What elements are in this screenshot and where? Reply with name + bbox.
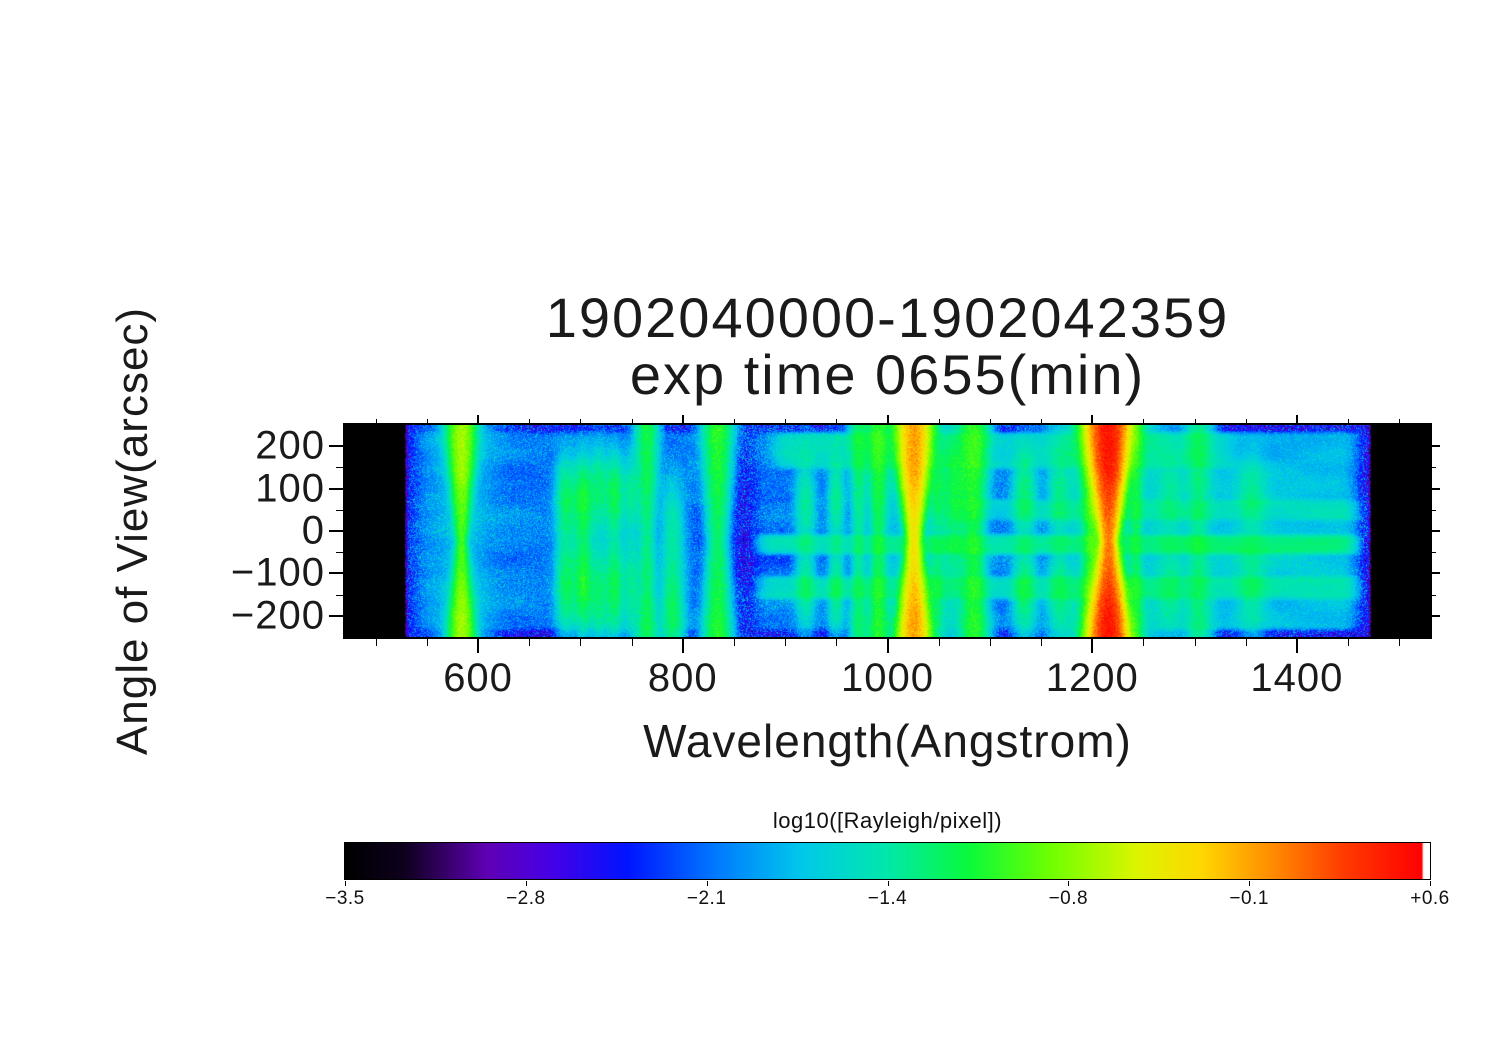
tick-mark [1068,881,1069,886]
tick-mark [336,467,343,468]
tick-mark [1143,639,1144,646]
tick-mark [580,639,581,646]
tick-mark [1432,615,1440,617]
y-tick-label: −100 [230,550,325,595]
y-tick-label: 100 [255,466,325,511]
tick-mark [734,639,735,646]
tick-mark [707,881,708,886]
x-tick-label: 1400 [1250,656,1344,700]
tick-mark [1143,419,1144,423]
tick-mark [785,419,786,423]
tick-mark [1091,639,1093,653]
plot-frame [343,423,1432,639]
x-tick-label: 1000 [841,656,934,700]
tick-mark [1246,639,1247,646]
tick-mark [526,881,527,886]
tick-mark [1432,510,1436,511]
tick-mark [785,639,786,646]
tick-mark [329,572,343,574]
colorbar-gradient-canvas [345,843,1430,879]
tick-mark [1348,419,1349,423]
colorbar-tick-label: −1.4 [867,888,908,909]
tick-mark [1432,572,1440,574]
tick-mark [1041,419,1042,423]
tick-mark [990,639,991,646]
tick-mark [734,419,735,423]
tick-mark [1296,639,1298,653]
tick-mark [682,639,684,653]
tick-mark [376,419,377,423]
tick-mark [939,419,940,423]
tick-mark [477,415,479,423]
tick-mark [329,615,343,617]
tick-mark [1399,639,1400,646]
tick-mark [1296,415,1298,423]
tick-mark [477,639,479,653]
colorbar-tick-label: −3.5 [325,888,365,909]
tick-mark [682,415,684,423]
colorbar-tick-label: −0.1 [1229,888,1269,909]
y-tick-label: 200 [255,423,325,468]
tick-mark [376,639,377,646]
tick-mark [329,445,343,447]
tick-mark [1430,881,1431,886]
colorbar-tick-label: −0.8 [1048,888,1089,909]
y-tick-label: −200 [230,593,325,638]
tick-mark [336,510,343,511]
y-axis-label: Angle of View(arcsec) [108,306,157,756]
tick-mark [1249,881,1250,886]
tick-mark [1041,639,1042,646]
x-axis-label: Wavelength(Angstrom) [643,715,1132,767]
tick-mark [1091,415,1093,423]
tick-mark [887,639,889,653]
tick-mark [1195,419,1196,423]
tick-mark [1432,488,1440,490]
tick-mark [888,881,889,886]
tick-mark [329,530,343,532]
tick-mark [1195,639,1196,646]
plot-title-line2: exp time 0655(min) [629,343,1146,406]
tick-mark [939,639,940,646]
tick-mark [427,639,428,646]
x-tick-label: 800 [647,656,718,700]
tick-mark [632,419,633,423]
tick-mark [1246,419,1247,423]
tick-mark [1432,530,1440,532]
x-tick-label: 600 [443,656,513,700]
tick-mark [329,488,343,490]
tick-mark [1432,552,1436,553]
tick-mark [1348,639,1349,646]
tick-mark [1432,445,1440,447]
tick-mark [580,419,581,423]
tick-mark [836,419,837,423]
tick-mark [1399,419,1400,423]
y-tick-label: 0 [301,508,325,553]
x-tick-label: 1200 [1045,656,1139,700]
spectrogram-heatmap-canvas [345,425,1430,637]
plot-title-line1: 1902040000-1902042359 [545,286,1230,349]
tick-mark [336,552,343,553]
tick-mark [632,639,633,646]
tick-mark [529,419,530,423]
colorbar-tick-label: −2.1 [686,888,727,909]
tick-mark [427,419,428,423]
tick-mark [836,639,837,646]
tick-mark [336,595,343,596]
colorbar-tick-label: +0.6 [1410,888,1450,909]
tick-mark [1432,467,1436,468]
tick-mark [887,415,889,423]
tick-mark [1432,595,1436,596]
colorbar-label: log10([Rayleigh/pixel]) [772,808,1003,833]
tick-mark [529,639,530,646]
tick-mark [990,419,991,423]
colorbar-frame [344,842,1431,880]
colorbar-tick-label: −2.8 [506,888,546,909]
tick-mark [345,881,346,886]
